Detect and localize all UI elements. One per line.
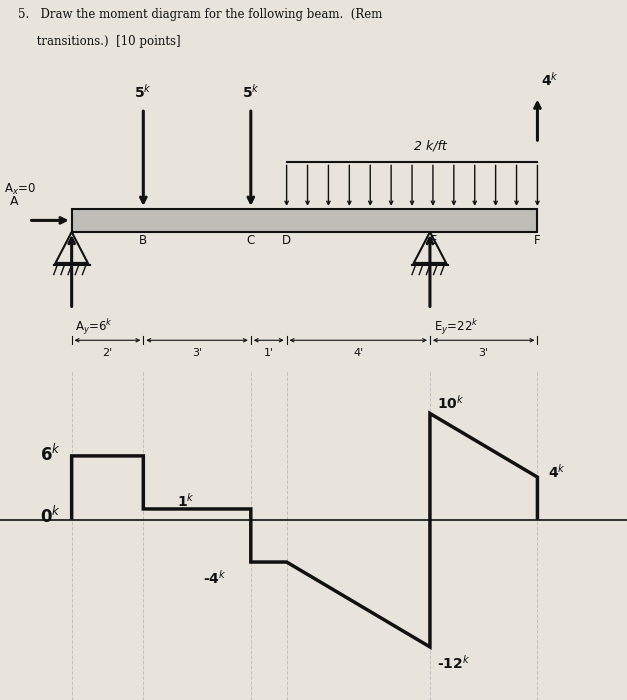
Text: 1$^k$: 1$^k$ [177, 491, 195, 510]
Text: A$_y$=6$^k$: A$_y$=6$^k$ [75, 317, 113, 337]
Text: C: C [246, 234, 255, 247]
Text: E$_y$=22$^k$: E$_y$=22$^k$ [433, 317, 478, 337]
Text: 1': 1' [263, 348, 274, 358]
Text: A$_x$=0: A$_x$=0 [4, 182, 36, 197]
Text: 10$^k$: 10$^k$ [437, 394, 465, 412]
Text: F: F [534, 234, 540, 247]
Text: -4$^k$: -4$^k$ [203, 569, 227, 587]
Text: 5.   Draw the moment diagram for the following beam.  (Rem: 5. Draw the moment diagram for the follo… [18, 8, 382, 21]
Text: 4': 4' [353, 348, 364, 358]
Text: 5$^k$: 5$^k$ [242, 83, 260, 101]
Text: A: A [10, 195, 19, 208]
Text: 0$^k$: 0$^k$ [40, 506, 61, 527]
Text: 4$^k$: 4$^k$ [541, 71, 559, 89]
Text: 6$^k$: 6$^k$ [40, 443, 61, 464]
Text: 3': 3' [478, 348, 489, 358]
Text: B: B [139, 234, 147, 247]
Text: 4$^k$: 4$^k$ [548, 463, 566, 481]
Text: D: D [282, 234, 291, 247]
Text: 5$^k$: 5$^k$ [134, 83, 152, 101]
Text: 3': 3' [192, 348, 202, 358]
Text: 2': 2' [102, 348, 113, 358]
Text: E: E [430, 234, 437, 247]
Text: transitions.)  [10 points]: transitions.) [10 points] [18, 35, 181, 48]
Text: -12$^k$: -12$^k$ [437, 654, 470, 672]
Bar [71, 209, 537, 232]
Text: 2 k/ft: 2 k/ft [414, 140, 446, 153]
